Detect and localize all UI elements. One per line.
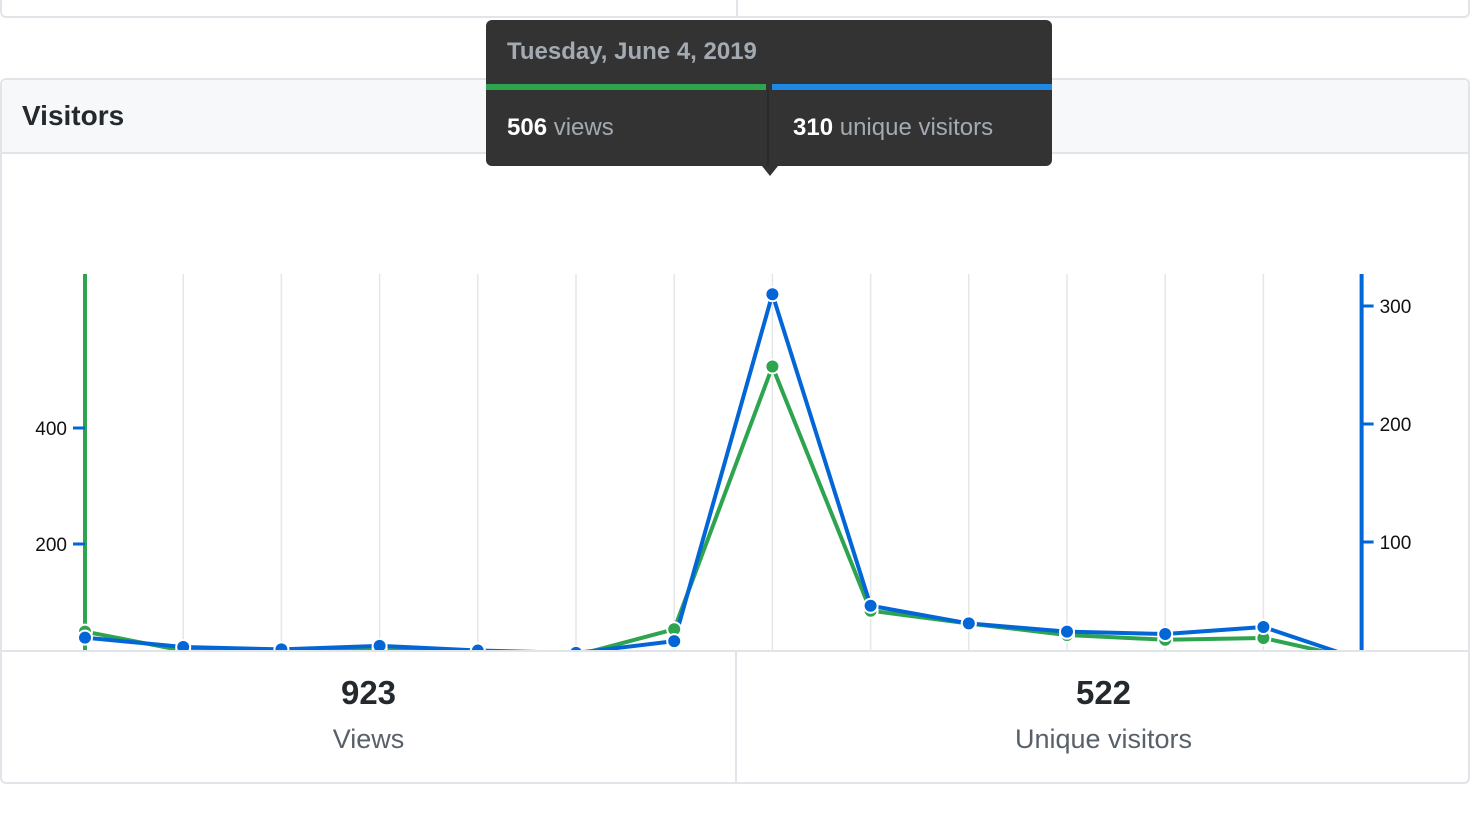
- tooltip-unique-value: 310: [793, 114, 834, 141]
- unique-visitors-total: 522: [1075, 674, 1132, 711]
- tooltip-arrow: [762, 166, 778, 176]
- unique-visitors-point: [764, 286, 781, 303]
- left-axis-tick-label: 400: [35, 419, 67, 440]
- views-label: Views: [332, 724, 405, 754]
- unique-visitors-stat: 522 Unique visitors: [737, 652, 1470, 755]
- panel-title: Visitors: [22, 100, 125, 131]
- previous-panel-divider: [736, 0, 738, 16]
- tooltip-views-bar: [486, 84, 766, 90]
- unique-visitors-point: [1255, 618, 1272, 635]
- left-axis-tick-label: 200: [35, 535, 67, 556]
- tooltip-separator-line: [767, 90, 769, 166]
- unique-visitors-point: [1059, 623, 1075, 640]
- chart-tooltip: Tuesday, June 4, 2019 506 views 310 uniq…: [486, 20, 1052, 166]
- views-stat: 923 Views: [2, 652, 735, 755]
- unique-visitors-point: [175, 639, 192, 650]
- right-axis-tick-label: 200: [1380, 415, 1412, 436]
- views-total: 923: [340, 674, 397, 711]
- unique-visitors-line: [84, 292, 1339, 650]
- tooltip-unique: 310 unique visitors: [793, 114, 993, 142]
- traffic-chart-svg[interactable]: 05/2805/2905/3005/3106/0106/0206/0306/04…: [2, 154, 1468, 650]
- tooltip-date: Tuesday, June 4, 2019: [507, 38, 757, 65]
- unique-visitors-point: [862, 597, 879, 614]
- stats-divider: [735, 652, 737, 784]
- previous-panel-bottom: [0, 0, 1470, 18]
- unique-visitors-point: [77, 629, 93, 646]
- tooltip-unique-bar: [772, 84, 1052, 90]
- tooltip-views-label: views: [553, 114, 614, 141]
- unique-visitors-point: [666, 633, 683, 650]
- unique-visitors-label: Unique visitors: [1014, 724, 1193, 754]
- tooltip-views-value: 506: [507, 114, 548, 141]
- unique-visitors-point: [1157, 626, 1174, 643]
- tooltip-views: 506 views: [507, 114, 614, 142]
- traffic-chart[interactable]: 05/2805/2905/3005/3106/0106/0206/0306/04…: [2, 154, 1468, 650]
- unique-visitors-point: [568, 644, 584, 650]
- unique-visitors-point: [371, 637, 388, 650]
- views-point: [764, 358, 781, 375]
- unique-visitors-point: [469, 642, 486, 650]
- visitors-panel: Visitors 05/2805/2905/3005/3106/0106/020…: [0, 78, 1470, 784]
- unique-visitors-point: [273, 641, 290, 650]
- views-line: [84, 364, 1327, 650]
- tooltip-separator: [766, 84, 772, 166]
- unique-visitors-point: [960, 615, 977, 632]
- stats-footer: 923 Views 522 Unique visitors: [2, 650, 1468, 784]
- right-axis-tick-label: 100: [1380, 533, 1412, 554]
- right-axis-tick-label: 300: [1380, 297, 1412, 318]
- tooltip-unique-label: unique visitors: [839, 114, 994, 141]
